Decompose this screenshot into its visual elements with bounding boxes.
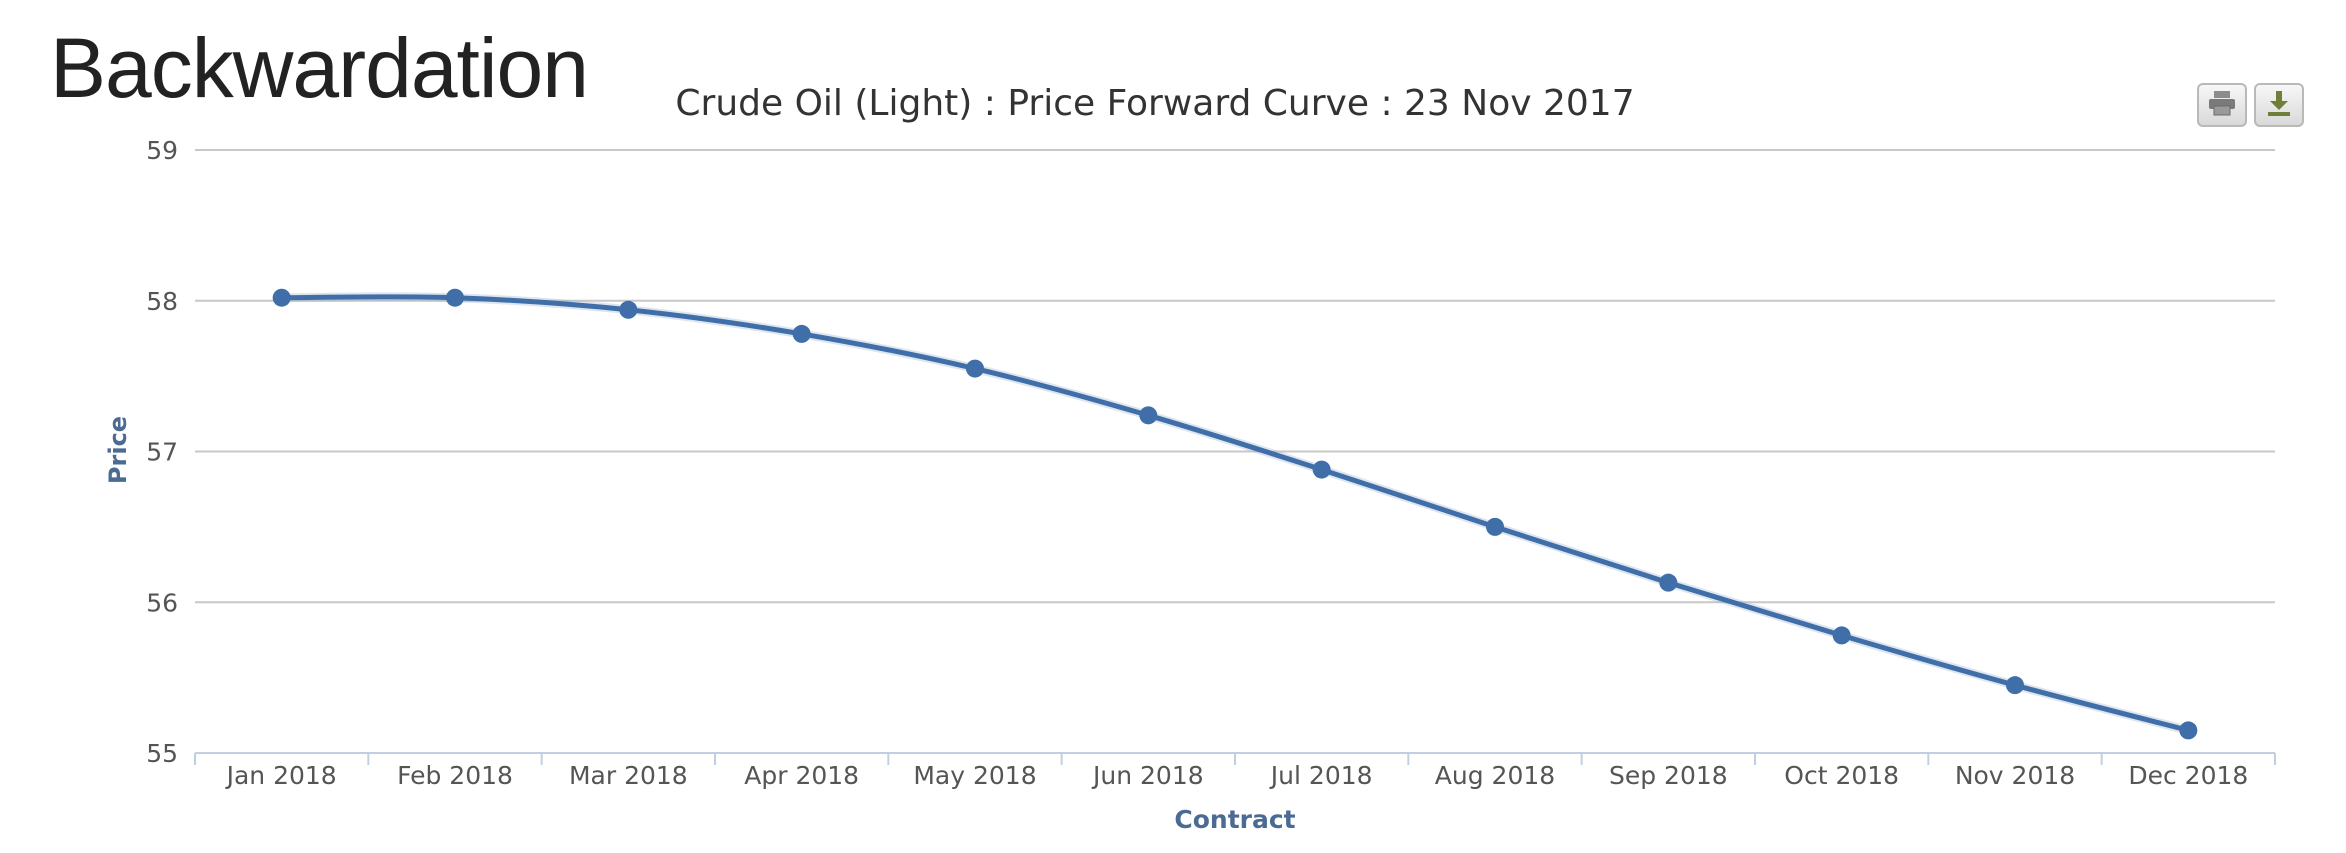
x-tick-label: Jun 2018	[1091, 761, 1204, 790]
data-point	[966, 359, 984, 378]
y-tick-labels: 55 56 57 58 59	[146, 136, 178, 768]
data-point	[1832, 626, 1851, 645]
x-tick-label: Nov 2018	[1955, 761, 2075, 790]
data-point	[1312, 460, 1331, 479]
y-tick-label: 55	[146, 739, 178, 768]
series-line	[281, 294, 2189, 733]
x-tick-label: Jul 2018	[1269, 761, 1373, 790]
series-line-shadow	[281, 292, 2190, 735]
x-tick-label: Apr 2018	[744, 761, 859, 790]
x-tick-label: Feb 2018	[397, 761, 513, 790]
x-tick-label: Mar 2018	[569, 761, 688, 790]
data-point	[1486, 517, 1504, 536]
download-button[interactable]	[2254, 83, 2304, 127]
slide-title: Backwardation	[50, 21, 589, 115]
x-tick-label: Jan 2018	[225, 761, 337, 790]
printer-icon	[2207, 89, 2237, 122]
chart-title: Crude Oil (Light) : Price Forward Curve …	[675, 83, 1634, 124]
x-tick-label: Dec 2018	[2128, 761, 2248, 790]
x-tick-labels: Jan 2018 Feb 2018 Mar 2018 Apr 2018 May 2018…	[225, 761, 2249, 790]
y-tick-label: 56	[146, 588, 178, 617]
x-tick-label: Aug 2018	[1435, 761, 1555, 790]
x-tick-label: Sep 2018	[1609, 761, 1728, 790]
print-button[interactable]	[2197, 83, 2247, 127]
data-point	[272, 288, 291, 307]
data-point	[1659, 573, 1678, 592]
data-point	[2006, 676, 2024, 695]
download-icon	[2264, 89, 2294, 122]
y-axis-title: Price	[104, 416, 132, 484]
data-point	[619, 300, 638, 319]
y-tick-label: 58	[146, 287, 178, 316]
data-point	[1139, 406, 1158, 425]
data-point	[792, 324, 811, 343]
y-tick-label: 59	[146, 136, 178, 165]
x-axis-title: Contract	[1174, 805, 1295, 834]
data-point	[446, 288, 464, 307]
data-point	[2179, 721, 2198, 740]
y-tick-label: 57	[146, 438, 178, 467]
series-layer	[272, 288, 2198, 740]
x-tick-label: Oct 2018	[1784, 761, 1899, 790]
x-tick-label: May 2018	[913, 761, 1036, 790]
